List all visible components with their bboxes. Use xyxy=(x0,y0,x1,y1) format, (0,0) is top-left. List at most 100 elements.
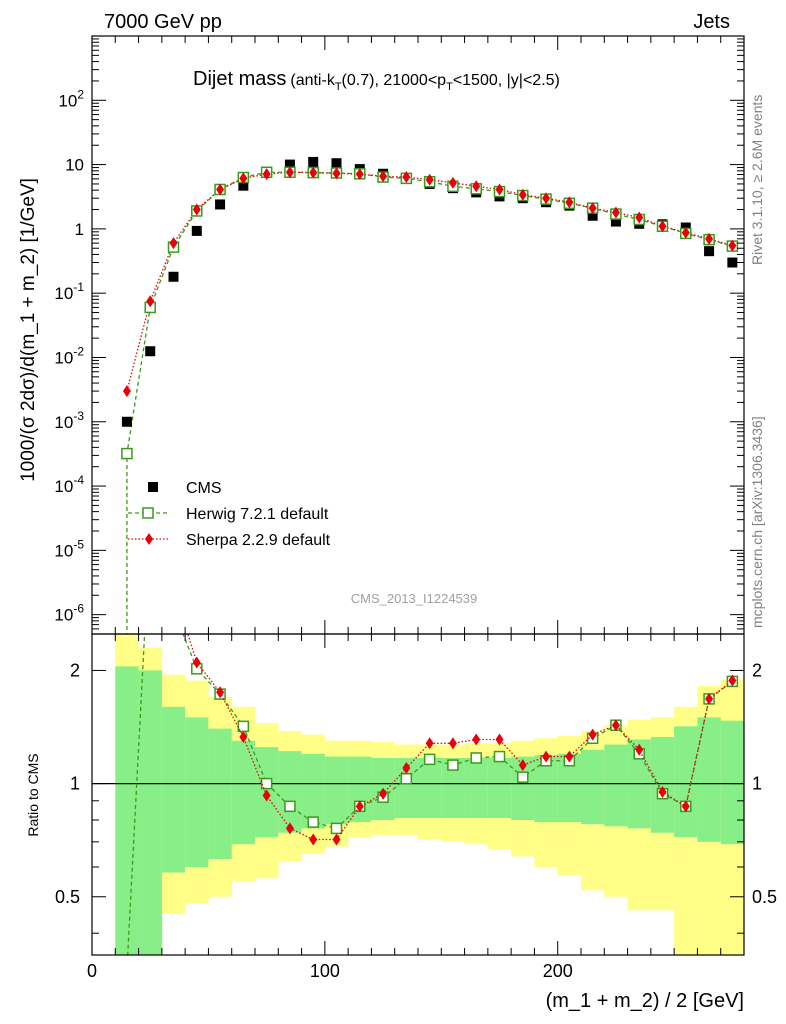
main-cms-point xyxy=(610,216,621,227)
ratio-inner-band-bin xyxy=(231,740,256,845)
ratio-herwig-point xyxy=(169,605,179,615)
main-sherpa-point xyxy=(285,166,294,179)
ratio-series-group xyxy=(92,522,744,975)
main-sherpa-point xyxy=(216,183,225,196)
main-sherpa-point xyxy=(705,232,714,245)
main-sherpa-point xyxy=(332,167,341,180)
main-sherpa-point xyxy=(635,211,644,224)
main-cms-point xyxy=(284,159,295,170)
main-y-tick-label: 10-6 xyxy=(54,602,84,625)
ratio-herwig-point xyxy=(493,750,506,763)
ratio-y-tick-label-right: 1 xyxy=(752,774,762,794)
ratio-inner-band-bin xyxy=(487,757,512,819)
ratio-inner-band-bin xyxy=(185,717,209,868)
main-sherpa-point xyxy=(611,206,620,219)
legend-cms-marker xyxy=(148,482,158,492)
ratio-herwig-point xyxy=(260,777,273,790)
rivet-version-label: Rivet 3.1.10, ≥ 2.6M events xyxy=(749,95,765,265)
ratio-herwig-point xyxy=(330,822,343,835)
ratio-inner-band-bin xyxy=(161,706,186,873)
main-sherpa-point xyxy=(146,295,155,308)
main-y-tick-label: 10-3 xyxy=(54,409,84,432)
main-y-tick-label: 10-1 xyxy=(54,280,84,303)
ratio-inner-band-bin xyxy=(418,757,442,819)
ratio-sherpa-point xyxy=(239,731,248,744)
axes-group: 0 100 200 10-6 10-5 10-4 10-3 10-2 10-1 1 10 102 0.5… xyxy=(54,35,777,981)
main-sherpa-line xyxy=(126,171,733,392)
ratio-y-tick-label: 0.5 xyxy=(55,887,80,907)
ratio-herwig-point xyxy=(307,816,319,828)
ratio-sherpa-point xyxy=(332,833,341,846)
legend-herwig-marker xyxy=(142,507,154,519)
ratio-sherpa-point xyxy=(728,674,737,687)
main-sherpa-point xyxy=(728,239,737,252)
ratio-inner-band-bin xyxy=(301,753,326,829)
main-herwig-line xyxy=(126,171,733,634)
main-y-tick-label: 10-2 xyxy=(54,344,84,367)
ratio-sherpa-point xyxy=(495,733,504,746)
main-cms-point xyxy=(238,180,249,191)
main-y-tick-label: 10-5 xyxy=(54,537,84,560)
ratio-uncertainty-bands xyxy=(115,634,744,955)
main-sherpa-point xyxy=(122,385,131,398)
main-sherpa-point xyxy=(355,168,364,181)
main-sherpa-point xyxy=(518,188,527,201)
ratio-sherpa-point xyxy=(170,583,178,595)
ratio-herwig-point xyxy=(400,773,413,785)
ratio-herwig-point xyxy=(284,800,296,813)
main-sherpa-point xyxy=(495,183,504,196)
ratio-inner-band-bin xyxy=(115,666,139,955)
main-sherpa-point xyxy=(262,168,271,181)
ratio-sherpa-point xyxy=(635,743,644,756)
ratio-herwig-point xyxy=(122,965,132,975)
ratio-inner-band-bin xyxy=(464,757,489,819)
ratio-sherpa-point xyxy=(285,822,294,835)
main-cms-point xyxy=(587,210,598,221)
main-cms-point xyxy=(191,225,202,236)
ratio-inner-band-bin xyxy=(557,753,582,823)
ratio-herwig-point xyxy=(447,759,459,771)
header-jets-label: Jets xyxy=(693,11,730,33)
ratio-sherpa-point xyxy=(705,692,714,705)
ratio-sherpa-point xyxy=(588,728,597,741)
main-sherpa-point xyxy=(658,220,667,233)
ratio-inner-band-bin xyxy=(674,726,698,838)
main-sherpa-point xyxy=(472,180,481,193)
main-sherpa-point xyxy=(565,196,574,209)
ratio-sherpa-point xyxy=(309,833,318,846)
legend-cms-label: CMS xyxy=(186,480,222,497)
main-herwig-point xyxy=(121,447,133,460)
ratio-sherpa-point xyxy=(658,785,667,798)
legend-herwig-label: Herwig 7.2.1 default xyxy=(186,506,329,523)
ratio-sherpa-point xyxy=(379,787,388,800)
ratio-sherpa-point xyxy=(565,750,574,763)
ratio-herwig-point xyxy=(145,522,155,532)
main-cms-point xyxy=(215,199,226,210)
ratio-y-tick-label: 2 xyxy=(70,660,80,680)
ratio-inner-band-bin xyxy=(138,670,163,955)
ratio-sherpa-point xyxy=(542,750,551,763)
legend-sherpa-marker xyxy=(145,533,153,545)
main-cms-point xyxy=(308,156,319,167)
main-y-tick-label: 102 xyxy=(58,87,84,110)
ratio-inner-band-bin xyxy=(394,757,419,819)
ratio-herwig-line xyxy=(127,634,733,955)
x-axis-label: (m_1 + m_2) / 2 [GeV] xyxy=(546,990,744,1012)
header-energy-label: 7000 GeV pp xyxy=(104,11,222,33)
ratio-inner-band-bin xyxy=(441,757,465,819)
ratio-inner-band-bin xyxy=(208,728,233,860)
ratio-sherpa-point xyxy=(262,789,271,802)
main-cms-point xyxy=(121,416,132,427)
legend-sherpa-label: Sherpa 2.2.9 default xyxy=(186,532,331,549)
mcplots-source-label: mcplots.cern.ch [arXiv:1306.3436] xyxy=(749,416,765,628)
ratio-inner-band-bin xyxy=(604,744,628,827)
ratio-inner-band-bin xyxy=(720,720,744,845)
ratio-sherpa-point xyxy=(681,800,690,813)
main-sherpa-point xyxy=(588,202,597,215)
ratio-inner-band-bin xyxy=(581,749,605,825)
ratio-sherpa-point xyxy=(448,737,457,750)
main-y-tick-label: 10-4 xyxy=(54,473,84,496)
ratio-inner-band-bin xyxy=(650,737,675,833)
main-cms-point xyxy=(168,271,179,282)
